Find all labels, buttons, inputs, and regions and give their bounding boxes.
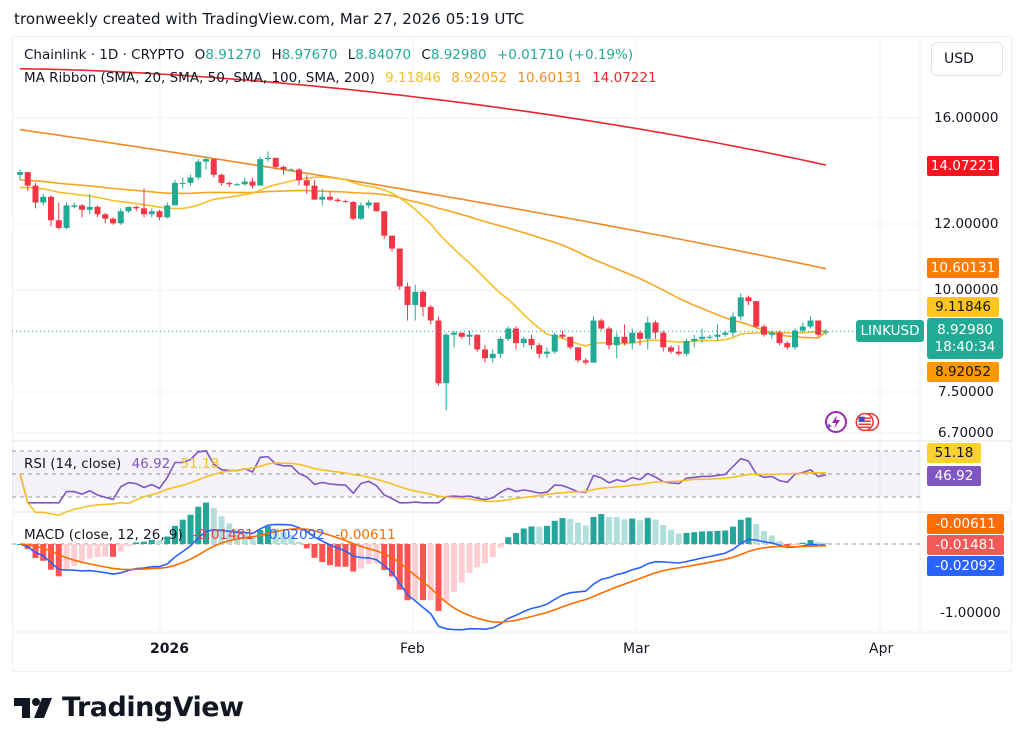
macd-axis-label: -1.00000 [940,605,1001,621]
event-icons [822,409,880,435]
ma-ribbon-legend: MA Ribbon (SMA, 20, SMA, 50, SMA, 100, S… [24,70,663,86]
lightning-event-icon[interactable] [822,409,848,435]
time-axis-label: Feb [400,641,425,657]
bar-countdown: 18:40:34 [934,338,996,355]
rsi-value: 46.92 [131,456,171,472]
time-axis-label: Apr [869,641,894,657]
macd-value: -0.02092 [264,527,325,543]
tradingview-logo[interactable]: TradingView [14,692,244,723]
logo-text: TradingView [62,692,244,723]
price-axis-label: 6.70000 [938,425,994,441]
rsi-ma-value: 51.18 [180,456,220,472]
tradingview-logo-icon [14,697,52,718]
open-value: 8.91270 [205,47,262,63]
price-axis-label: 12.00000 [934,216,999,232]
time-axis-label: 2026 [150,641,189,657]
symbol-legend: Chainlink · 1D · CRYPTO O8.91270 H8.9767… [24,47,634,63]
sma50-value: 8.92052 [451,70,508,86]
hist-tag: -0.01481 [927,535,1004,555]
us-flag-event-icon[interactable] [854,409,880,435]
last-price-tag: 8.92980 18:40:34 [927,318,1003,359]
high-value: 8.97670 [281,47,338,63]
currency-button[interactable]: USD [931,42,1003,76]
signal-tag: -0.00611 [927,514,1004,534]
price-axis-label: 7.50000 [938,384,994,400]
rsi-tag: 46.92 [927,466,981,486]
low-value: 8.84070 [355,47,412,63]
ma-ribbon-label[interactable]: MA Ribbon (SMA, 20, SMA, 50, SMA, 100, S… [24,70,375,86]
price-axis-label: 10.00000 [934,282,999,298]
macd-signal-value: -0.00611 [335,527,396,543]
time-axis-label: Mar [623,641,650,657]
symbol-name[interactable]: Chainlink · 1D · CRYPTO [24,47,185,63]
macd-tag: -0.02092 [927,556,1004,576]
close-value: 8.92980 [430,47,487,63]
macd-hist-value: -0.01481 [193,527,254,543]
sma100-tag: 10.60131 [927,258,999,278]
macd-label[interactable]: MACD (close, 12, 26, 9) [24,527,183,543]
sma50-tag: 8.92052 [927,362,999,382]
sma200-value: 14.07221 [592,70,657,86]
price-axis-label: 16.00000 [934,110,999,126]
chart-frame [12,36,1012,672]
ticker-tag: LINKUSD [856,320,924,342]
rsi-legend: RSI (14, close) 46.92 51.18 [24,456,225,472]
sma20-value: 9.11846 [385,70,441,86]
macd-legend: MACD (close, 12, 26, 9) -0.01481 -0.0209… [24,527,402,543]
rsi-label[interactable]: RSI (14, close) [24,456,122,472]
sma100-value: 10.60131 [517,70,582,86]
sma200-tag: 14.07221 [927,156,999,176]
last-price: 8.92980 [937,321,993,338]
rsi-ma-tag: 51.18 [927,443,981,463]
sma20-tag: 9.11846 [927,297,999,317]
change-value: +0.01710 (+0.19%) [496,47,634,63]
chart-credit: tronweekly created with TradingView.com,… [14,10,525,28]
